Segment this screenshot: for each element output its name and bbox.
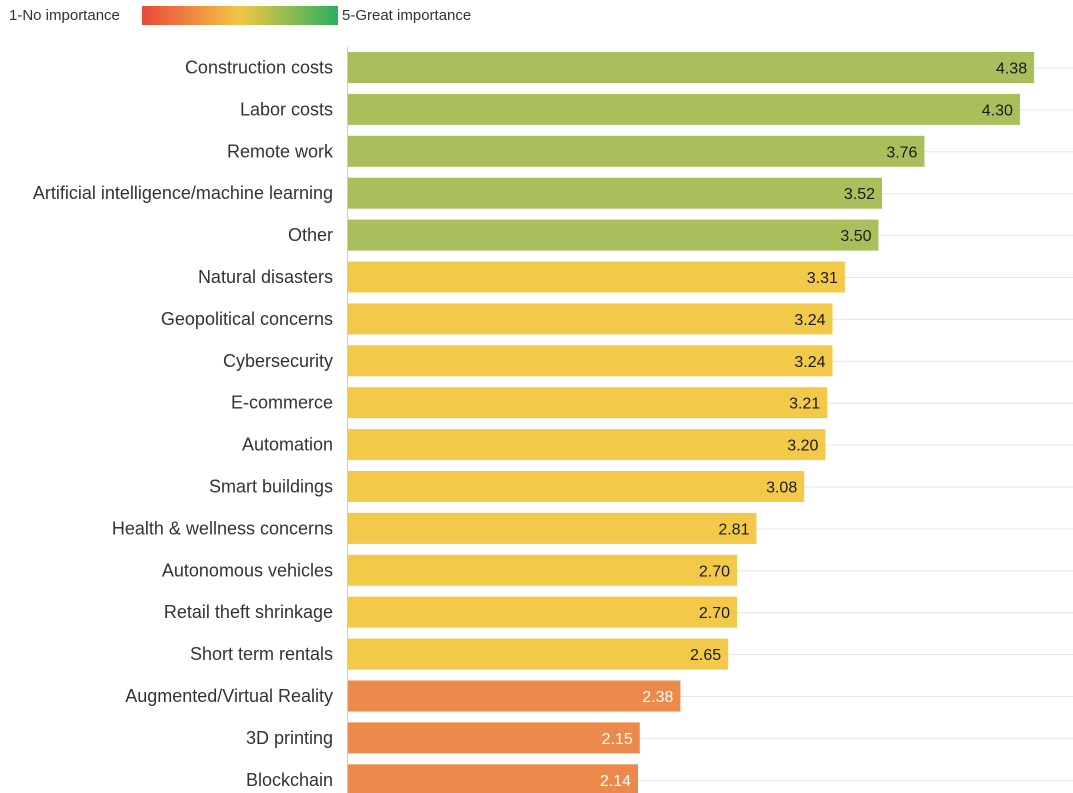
- category-label: Autonomous vehicles: [162, 560, 333, 580]
- category-label: Augmented/Virtual Reality: [125, 686, 333, 706]
- bar: [348, 429, 826, 461]
- bar: [348, 596, 738, 628]
- value-label: 2.15: [602, 731, 633, 748]
- category-label: Health & wellness concerns: [112, 518, 333, 538]
- category-label: Remote work: [227, 141, 334, 161]
- bar: [348, 261, 845, 293]
- value-label: 2.14: [600, 773, 631, 790]
- category-label: Construction costs: [185, 58, 333, 78]
- value-label: 3.20: [787, 438, 818, 455]
- category-label: Retail theft shrinkage: [164, 602, 333, 622]
- category-label: Smart buildings: [209, 477, 333, 497]
- category-label: Automation: [242, 435, 333, 455]
- bar: [348, 303, 833, 335]
- value-label: 3.08: [766, 480, 797, 497]
- category-labels: Construction costs Labor costs Remote work…: [33, 58, 334, 790]
- bar: [348, 387, 828, 419]
- category-label: Artificial intelligence/machine learning: [33, 183, 333, 203]
- category-label: Geopolitical concerns: [161, 309, 333, 329]
- value-label: 3.76: [886, 144, 917, 161]
- bar: [348, 52, 1035, 83]
- value-label: 3.52: [844, 186, 875, 203]
- bar: [348, 219, 879, 251]
- bar: [348, 554, 738, 586]
- value-label: 2.81: [718, 521, 749, 538]
- legend-min-label: 1-No importance: [9, 7, 120, 24]
- value-label: 2.70: [699, 563, 730, 580]
- value-labels: 4.38 4.30 3.76 3.52 3.50 3.31 3.24 3.24 3.21 3.20…: [600, 61, 1027, 790]
- value-label: 3.50: [840, 228, 871, 245]
- value-label: 3.31: [807, 270, 838, 287]
- bar: [348, 512, 757, 544]
- bar: [348, 722, 640, 754]
- value-label: 4.38: [996, 61, 1027, 78]
- bar: [348, 638, 729, 670]
- value-label: 2.65: [690, 647, 721, 664]
- value-label: 3.21: [789, 396, 820, 413]
- category-label: Labor costs: [240, 99, 333, 119]
- category-label: Cybersecurity: [223, 351, 333, 371]
- value-label: 2.38: [642, 689, 673, 706]
- category-label: Natural disasters: [198, 267, 333, 287]
- bar: [348, 680, 681, 712]
- value-label: 4.30: [982, 102, 1013, 119]
- bar: [348, 93, 1020, 125]
- category-label: E-commerce: [231, 393, 333, 413]
- bar: [348, 764, 638, 793]
- category-label: Blockchain: [246, 770, 333, 790]
- bar: [348, 177, 883, 209]
- value-label: 3.24: [794, 354, 825, 371]
- category-label: Other: [288, 225, 333, 245]
- gridlines: [348, 67, 1073, 781]
- bars: [348, 52, 1035, 793]
- bar: [348, 471, 805, 502]
- legend-color-ramp: [142, 6, 338, 25]
- legend-max-label: 5-Great importance: [342, 7, 472, 24]
- bar: [348, 135, 925, 167]
- value-label: 2.70: [699, 605, 730, 622]
- category-label: 3D printing: [246, 728, 333, 748]
- category-label: Short term rentals: [190, 644, 333, 664]
- bar: [348, 345, 833, 377]
- color-legend: 1-No importance 5-Great importance: [0, 0, 1073, 32]
- value-label: 3.24: [794, 312, 825, 329]
